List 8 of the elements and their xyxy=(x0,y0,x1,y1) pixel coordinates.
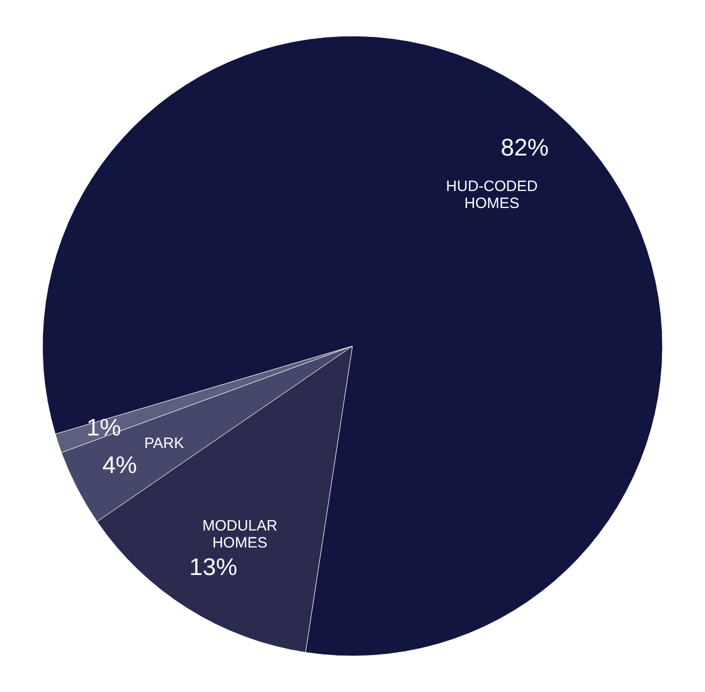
pie-slice xyxy=(42,36,662,656)
data-label: 13% xyxy=(189,554,238,581)
data-label: 82% xyxy=(500,134,549,162)
slice-label: MODULAR HOMES xyxy=(202,518,278,552)
data-label: 1% xyxy=(86,414,122,442)
data-label: 4% xyxy=(102,452,138,480)
slice-label: PARK xyxy=(144,435,184,452)
slice-label: HUD-CODED HOMES xyxy=(446,178,538,212)
